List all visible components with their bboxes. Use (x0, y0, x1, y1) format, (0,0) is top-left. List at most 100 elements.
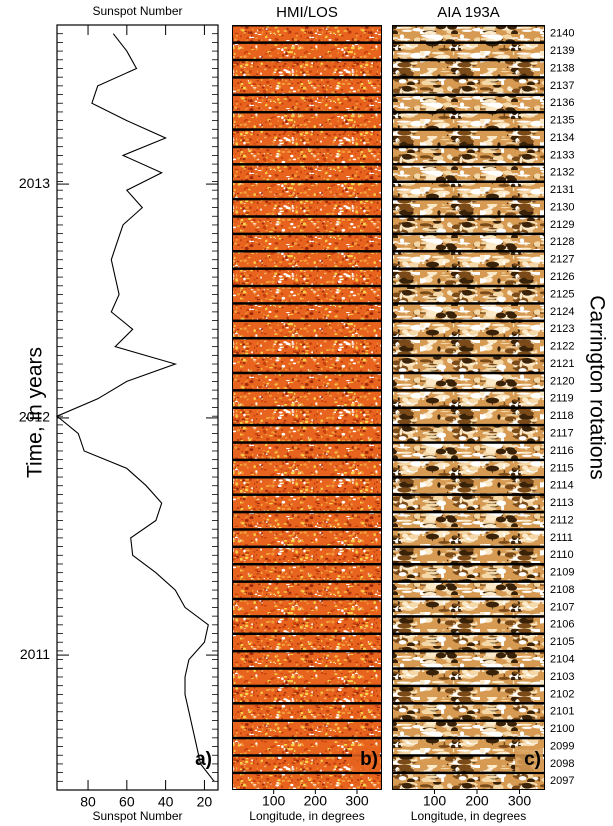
y-tick-label: 2012 (19, 409, 50, 425)
image-strip (233, 478, 381, 494)
image-strip (393, 287, 544, 303)
rotation-label: 2113 (550, 497, 574, 509)
image-strip (393, 721, 544, 737)
x-tick-label: 80 (80, 794, 96, 810)
image-strip (233, 304, 381, 320)
image-strip (233, 530, 381, 546)
rotation-label: 2129 (550, 219, 574, 231)
image-strip (393, 652, 544, 668)
image-strip (393, 669, 544, 685)
image-strip (393, 235, 544, 251)
rotation-label: 2123 (550, 323, 574, 335)
rotation-label: 2121 (550, 358, 574, 370)
image-strip (393, 26, 544, 42)
image-strip (393, 704, 544, 720)
image-strip (233, 252, 381, 268)
x-axis-label: Longitude, in degrees (249, 809, 364, 823)
rotation-label: 2102 (550, 688, 574, 700)
image-strip (233, 26, 381, 42)
x-tick-label: 60 (119, 794, 135, 810)
image-strip (393, 96, 544, 111)
rotation-label: 2104 (550, 654, 574, 666)
rotation-label: 2130 (550, 201, 574, 213)
image-strip (233, 548, 381, 563)
x-tick-label: 300 (345, 793, 369, 809)
y-tick-label: 2011 (20, 646, 50, 662)
x-tick-label: 200 (304, 793, 328, 809)
image-strip (393, 426, 544, 442)
y-tick-label: 2013 (19, 175, 50, 191)
image-strip (233, 200, 381, 216)
image-strip (233, 426, 381, 442)
image-strip (233, 704, 381, 720)
image-strip (233, 600, 381, 616)
image-strip (233, 61, 381, 77)
rotation-label: 2120 (550, 375, 574, 387)
rotation-label: 2099 (550, 740, 574, 752)
x-tick-label: 300 (508, 793, 532, 809)
rotation-label: 2134 (550, 132, 574, 144)
image-strip (393, 739, 544, 755)
image-strip (393, 252, 544, 268)
x-tick-label: 100 (423, 793, 447, 809)
x-tick-label: 20 (197, 794, 213, 810)
image-strip (233, 130, 381, 146)
image-strip (393, 148, 544, 164)
rotation-label: 2108 (550, 584, 574, 596)
panel-title: AIA 193A (437, 4, 500, 21)
image-strip (393, 774, 544, 789)
image-strip (393, 530, 544, 546)
rotation-label: 2109 (550, 567, 574, 579)
rotation-label: 2116 (550, 445, 574, 457)
image-strip (393, 339, 544, 355)
rotation-label: 2101 (550, 706, 574, 718)
y-axis-label: Time, in years (24, 347, 47, 478)
image-strip (233, 217, 381, 233)
rotation-label: 2139 (550, 45, 574, 57)
image-strip (393, 165, 544, 181)
image-strip (393, 635, 544, 650)
image-strip (393, 600, 544, 616)
image-strip (233, 374, 381, 390)
rotation-label: 2105 (550, 636, 574, 648)
image-strip (233, 652, 381, 668)
rotation-label: 2106 (550, 619, 574, 631)
image-strip (233, 617, 381, 633)
image-strip (233, 165, 381, 181)
image-strip (393, 548, 544, 563)
image-strip (233, 78, 381, 94)
image-strip (233, 113, 381, 129)
rotation-label: 2140 (550, 28, 574, 40)
image-strip (233, 443, 381, 459)
rotation-label: 2132 (550, 167, 574, 179)
x-axis-label: Longitude, in degrees (411, 809, 526, 823)
image-strip (393, 43, 544, 59)
image-strip (393, 582, 544, 598)
x-tick-label: 40 (158, 794, 174, 810)
image-strip (393, 478, 544, 494)
image-strip (393, 617, 544, 633)
image-strip (233, 687, 381, 703)
image-strip (393, 130, 544, 146)
image-strip (233, 182, 381, 198)
image-strip (233, 513, 381, 529)
image-strip (393, 78, 544, 94)
image-strip (233, 322, 381, 337)
image-strip (393, 461, 544, 477)
x-tick-label: 200 (465, 793, 489, 809)
image-strip (233, 582, 381, 598)
rotation-label: 2098 (550, 758, 574, 770)
image-strip (393, 687, 544, 703)
image-strip (393, 565, 544, 581)
image-strip (233, 739, 381, 755)
rotation-label: 2128 (550, 236, 574, 248)
rotation-label: 2097 (550, 775, 574, 787)
panel-label: c) (524, 749, 541, 770)
image-strip (393, 200, 544, 216)
image-strip (233, 148, 381, 164)
sunspot-line (55, 33, 215, 782)
image-strip (233, 756, 381, 772)
rotation-label: 2135 (550, 115, 574, 127)
rotation-label: 2127 (550, 254, 574, 266)
